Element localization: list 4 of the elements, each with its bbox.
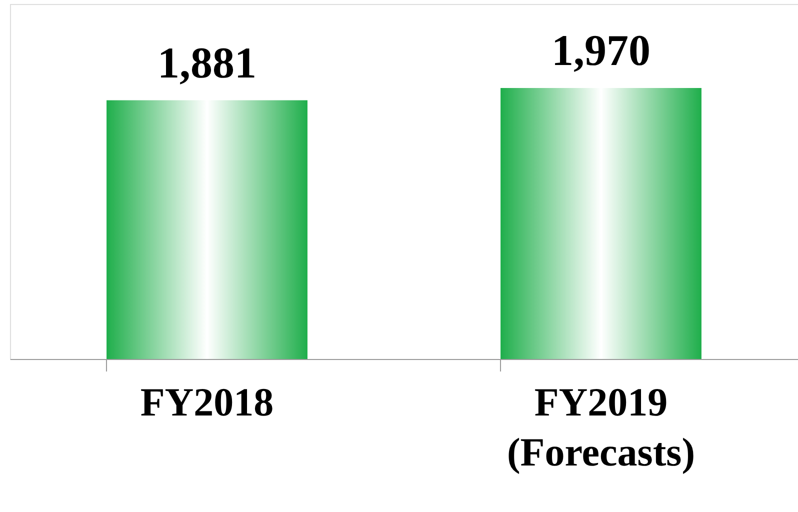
x-tick-label: FY2018	[140, 380, 274, 424]
data-label: 1,970	[552, 26, 650, 76]
x-tick-label: FY2019 (Forecasts)	[506, 380, 696, 474]
data-label: 1,881	[158, 38, 256, 88]
